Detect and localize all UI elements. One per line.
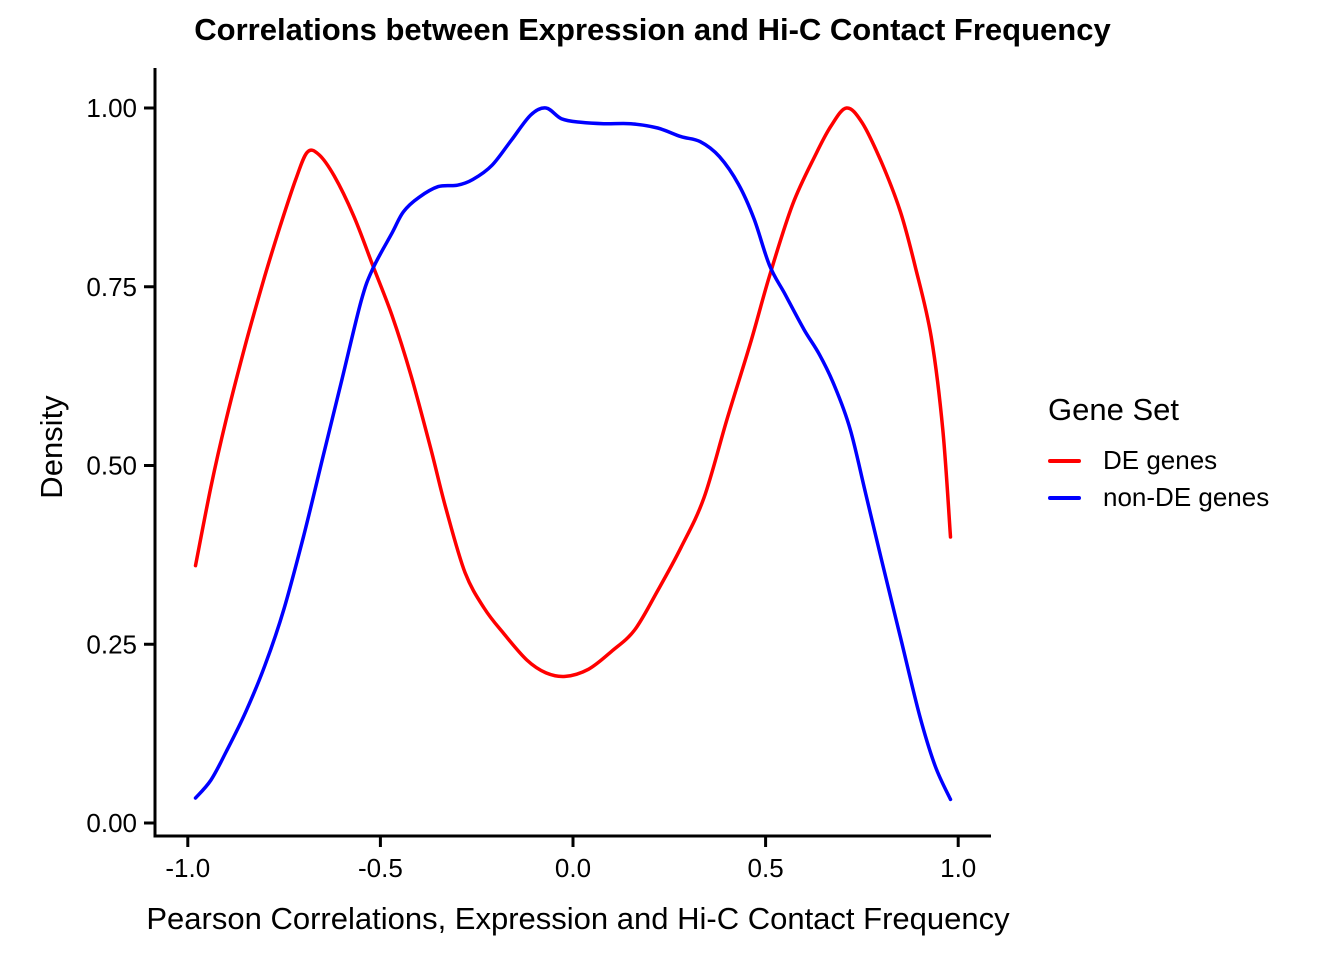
x-tick-label: -1.0 (165, 853, 210, 883)
legend-key-line (1048, 458, 1081, 463)
legend-item: non-DE genes (1048, 479, 1338, 516)
x-tick-label: 0.5 (748, 853, 784, 883)
non-de-genes-curve (193, 106, 953, 802)
x-tick-label: -0.5 (358, 853, 403, 883)
legend-item-label: non-DE genes (1103, 482, 1270, 512)
x-tick-label: 0.0 (555, 853, 591, 883)
y-axis-title: Density (34, 395, 69, 499)
axes: 0.00 0.25 0.50 0.75 1.00 -1.0 -0.5 0.0 0.5 1.0 (86, 68, 991, 883)
y-tick-label: 0.50 (86, 451, 137, 481)
x-tick-label: 1.0 (940, 853, 976, 883)
y-tick-label: 1.00 (86, 93, 137, 123)
legend-item: DE genes (1048, 442, 1338, 479)
x-axis-title: Pearson Correlations, Expression and Hi-… (146, 901, 1010, 936)
legend: Gene Set DE genes non-DE genes (1048, 392, 1338, 516)
y-tick-label: 0.25 (86, 629, 137, 659)
legend-item-label: DE genes (1103, 445, 1218, 475)
y-tick-label: 0.00 (86, 808, 137, 838)
curves (193, 106, 953, 802)
legend-items: DE genes non-DE genes (1048, 442, 1338, 516)
de-genes-curve (193, 106, 953, 679)
chart-title: Correlations between Expression and Hi-C… (194, 12, 1111, 47)
legend-title: Gene Set (1048, 392, 1179, 427)
y-tick-label: 0.75 (86, 272, 137, 302)
legend-key-line (1048, 495, 1081, 500)
